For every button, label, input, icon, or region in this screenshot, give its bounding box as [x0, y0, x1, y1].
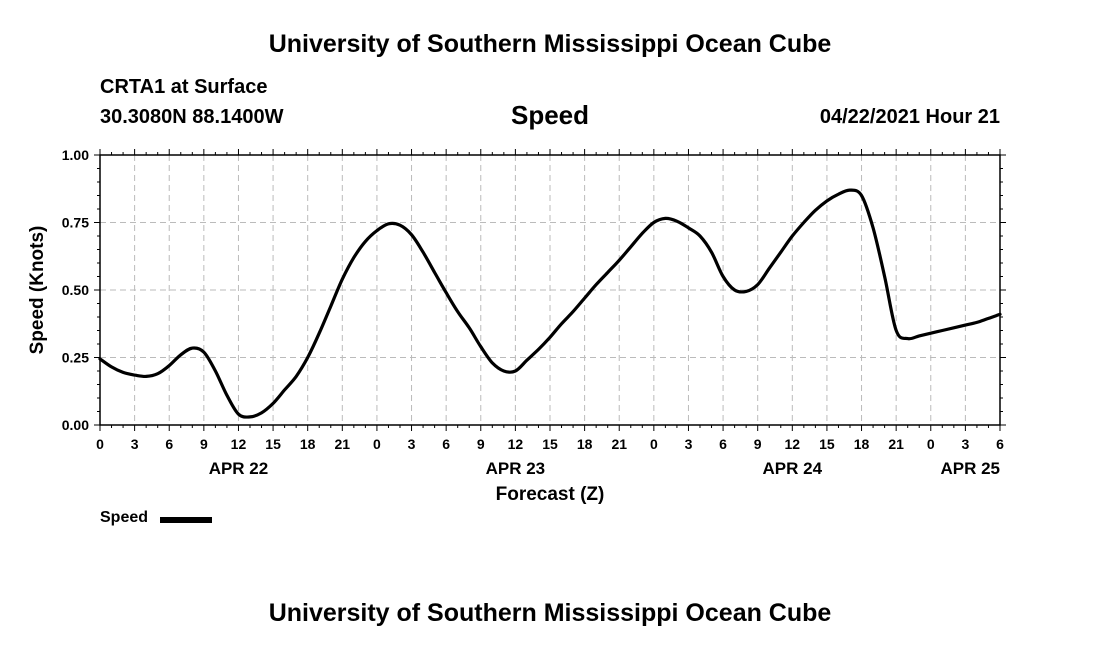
station-coordinates: 30.3080N 88.1400W — [100, 106, 284, 128]
y-tick-label: 0.50 — [62, 282, 89, 298]
x-tick-label: 6 — [165, 436, 173, 452]
x-tick-label: 6 — [442, 436, 450, 452]
x-tick-label: 18 — [577, 436, 593, 452]
grid-lines — [100, 155, 1000, 425]
station-name: CRTA1 at Surface — [100, 76, 268, 98]
x-tick-label: 0 — [927, 436, 935, 452]
x-tick-label: 9 — [477, 436, 485, 452]
y-axis-tick-labels: 0.00 0.25 0.50 0.75 1.00 — [62, 147, 89, 433]
x-tick-label: 12 — [508, 436, 524, 452]
x-tick-label: 21 — [611, 436, 627, 452]
x-tick-label: 3 — [685, 436, 693, 452]
x-tick-label: 9 — [754, 436, 762, 452]
chart-title: Speed — [510, 100, 590, 130]
y-tick-label: 1.00 — [62, 147, 89, 163]
x-axis-tick-labels: 0 3 6 9 12 15 18 21 0 3 6 9 12 15 18 21 0 3 6 9 12 15 18 21 0 3 6 — [96, 436, 1004, 452]
x-axis-title: Forecast (Z) — [496, 484, 605, 505]
x-tick-label: 18 — [854, 436, 870, 452]
axis-ticks — [94, 149, 1006, 431]
x-tick-label: 3 — [131, 436, 139, 452]
date-label: APR 22 — [209, 459, 269, 478]
x-tick-label: 15 — [542, 436, 558, 452]
x-tick-label: 6 — [719, 436, 727, 452]
series-layer — [98, 188, 1002, 419]
y-tick-label: 0.75 — [62, 215, 89, 231]
y-tick-label: 0.00 — [62, 417, 89, 433]
x-axis-date-labels: APR 22 APR 23 APR 24 APR 25 — [209, 459, 1000, 478]
legend-swatch — [160, 517, 212, 523]
x-tick-label: 21 — [888, 436, 904, 452]
x-tick-label: 12 — [231, 436, 247, 452]
legend-label: Speed — [100, 509, 149, 526]
x-tick-label: 15 — [265, 436, 281, 452]
x-tick-label: 12 — [785, 436, 801, 452]
page-title-top: University of Southern Mississippi Ocean… — [268, 30, 832, 58]
x-tick-label: 0 — [650, 436, 658, 452]
x-tick-label: 3 — [961, 436, 969, 452]
x-tick-label: 21 — [335, 436, 351, 452]
y-tick-label: 0.25 — [62, 350, 89, 366]
forecast-datetime: 04/22/2021 Hour 21 — [819, 106, 1000, 128]
x-tick-label: 9 — [200, 436, 208, 452]
x-tick-label: 0 — [96, 436, 104, 452]
x-tick-label: 6 — [996, 436, 1004, 452]
x-tick-label: 18 — [300, 436, 316, 452]
x-tick-label: 15 — [819, 436, 835, 452]
date-label: APR 24 — [763, 459, 823, 478]
date-label: APR 25 — [940, 459, 1000, 478]
y-axis-title: Speed (Knots) — [27, 226, 48, 355]
series-line-speed — [98, 188, 1002, 419]
x-tick-label: 3 — [408, 436, 416, 452]
x-tick-label: 0 — [373, 436, 381, 452]
page-title-bottom: University of Southern Mississippi Ocean… — [268, 599, 832, 627]
date-label: APR 23 — [486, 459, 546, 478]
